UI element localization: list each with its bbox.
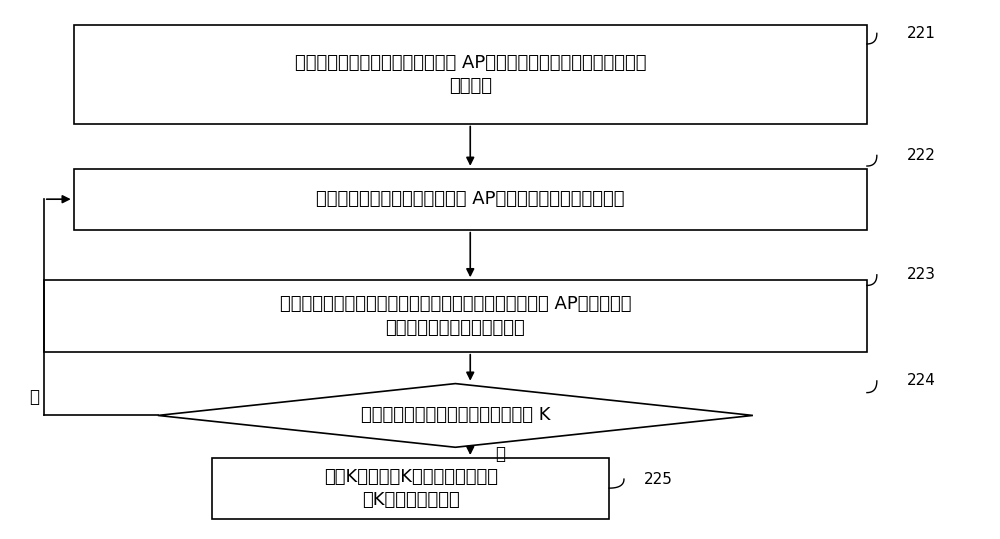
- Text: 按照距离，选择与已选类中心之间的距离大于预设値的原 AP，确定为第
二聚类中心，作为已选类中心: 按照距离，选择与已选类中心之间的距离大于预设値的原 AP，确定为第 二聚类中心，…: [280, 295, 631, 337]
- Bar: [74, 25, 867, 123]
- Bar: [212, 458, 609, 519]
- Bar: [74, 169, 867, 230]
- Text: 225: 225: [644, 472, 673, 487]
- Text: 否: 否: [29, 388, 39, 406]
- Polygon shape: [158, 384, 753, 447]
- Text: 从初始指纹集合中随机选择一个原 AP，确定为第一个聚类中心，作为已
选类中心: 从初始指纹集合中随机选择一个原 AP，确定为第一个聚类中心，作为已 选类中心: [295, 54, 646, 95]
- Text: 判断所有已选类中心的总数是否达到 K: 判断所有已选类中心的总数是否达到 K: [361, 406, 550, 424]
- Text: 224: 224: [907, 374, 935, 389]
- Text: 是: 是: [495, 445, 505, 462]
- Text: 确定K个类以及K个已选类中心，作
为K个初始聚类中心: 确定K个类以及K个已选类中心，作 为K个初始聚类中心: [324, 468, 498, 509]
- Text: 221: 221: [907, 26, 935, 41]
- Text: 计算所述初始指纹集合中每个原 AP，与已选类中心之间的距离: 计算所述初始指纹集合中每个原 AP，与已选类中心之间的距离: [316, 190, 624, 208]
- Bar: [44, 280, 867, 352]
- Text: 222: 222: [907, 148, 935, 163]
- Text: 223: 223: [907, 267, 936, 282]
